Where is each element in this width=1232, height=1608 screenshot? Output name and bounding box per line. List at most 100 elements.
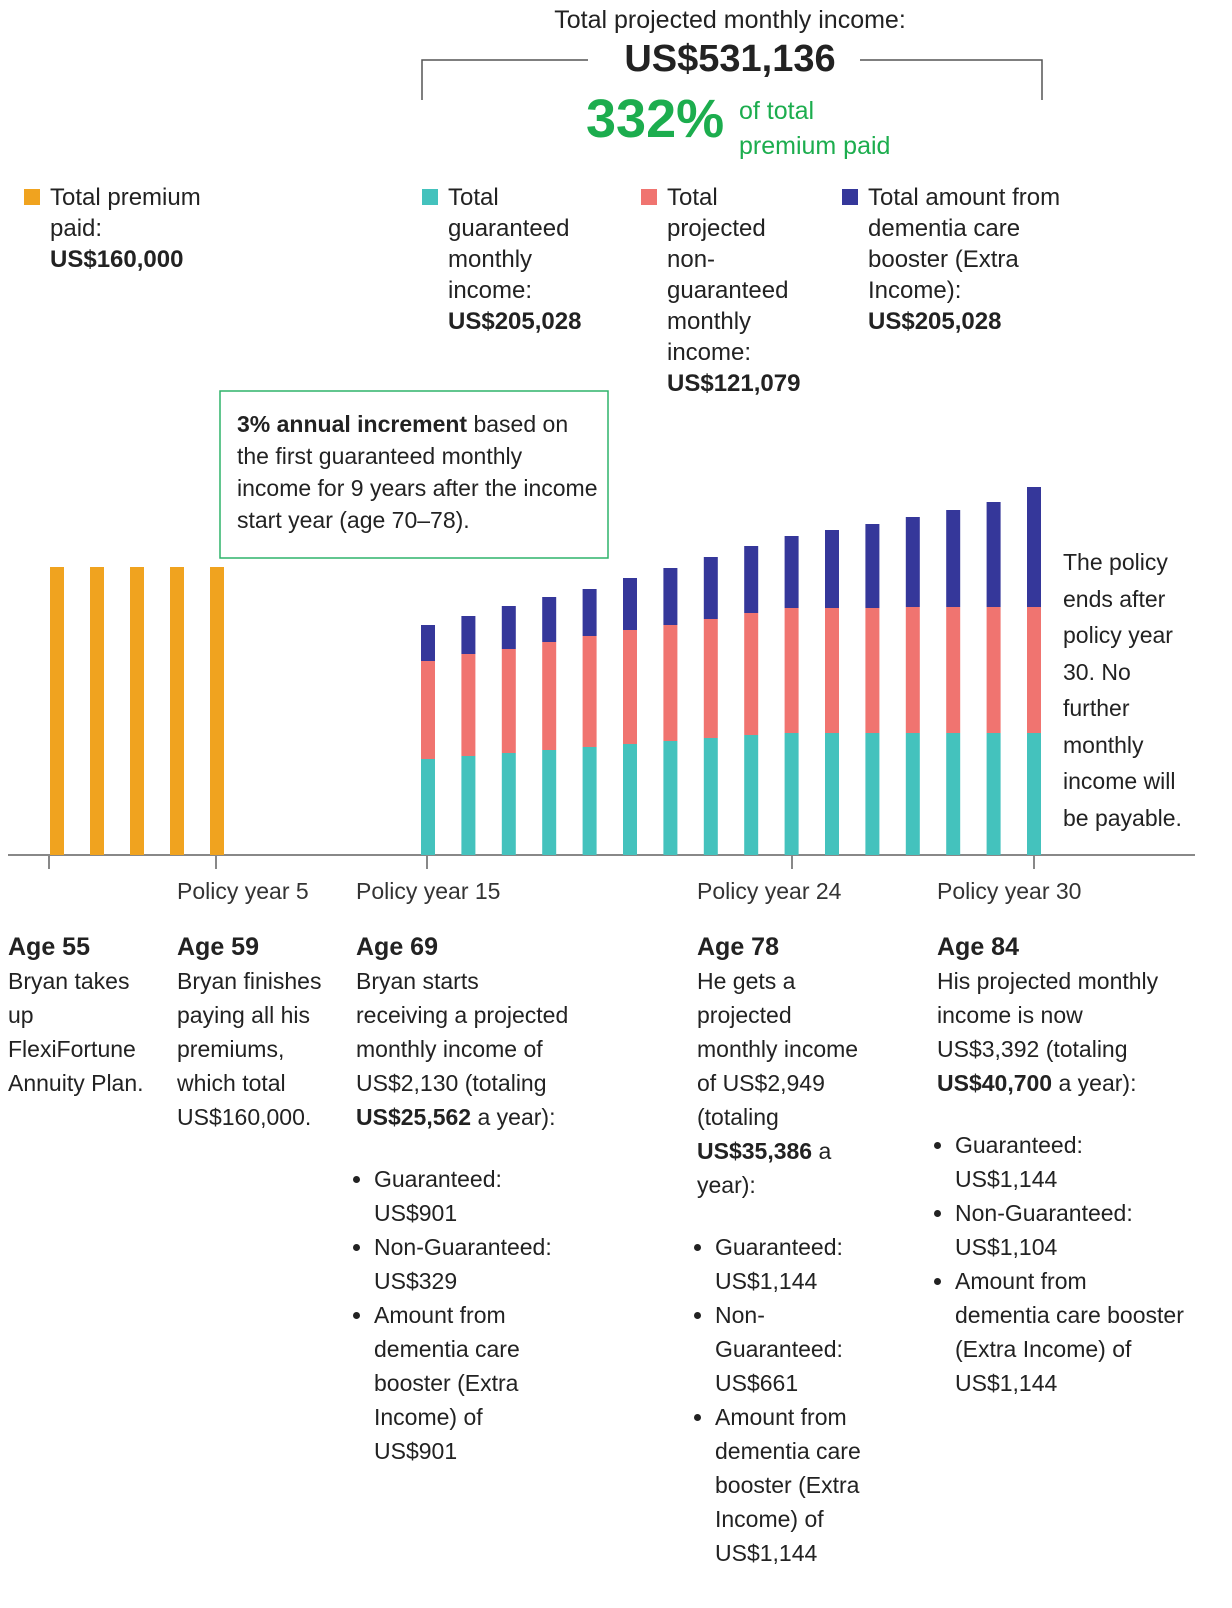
- percent-line: premium paid: [739, 132, 891, 160]
- note-box: [219, 390, 609, 559]
- percent: 332%: [586, 89, 725, 149]
- bullet: Guaranteed: US$1,144: [955, 1128, 1187, 1196]
- description-text: Bryan starts receiving a projected month…: [356, 968, 569, 1096]
- description-text: He gets a projected monthly income of US…: [697, 968, 859, 1130]
- header-title: Total projected monthly income:: [554, 6, 906, 34]
- bullet: Amount from dementia care booster (Extra…: [955, 1264, 1187, 1400]
- legend-swatch: [641, 189, 657, 205]
- bar-segment: [825, 733, 839, 855]
- legend-label: Total amount from dementia care booster …: [868, 184, 1061, 304]
- bar: [130, 567, 144, 855]
- bar-segment: [905, 733, 920, 855]
- bar: [210, 567, 224, 855]
- legend-label: Total guaranteed monthly income:: [448, 184, 570, 304]
- bar-segment: [663, 741, 678, 855]
- bar-segment: [542, 750, 557, 855]
- bullet-list: Guaranteed: US$901Non-Guaranteed: US$329…: [356, 1162, 571, 1468]
- bar-segment: [905, 517, 920, 607]
- bar-segment: [421, 625, 435, 661]
- bracket-right: [860, 59, 1043, 100]
- legend-item: Total projected non-guaranteed monthly i…: [641, 182, 817, 399]
- bullet: Non-Guaranteed: US$329: [374, 1230, 571, 1298]
- bullet: Amount from dementia care booster (Extra…: [374, 1298, 571, 1468]
- bar-segment: [421, 759, 435, 855]
- description-text: Bryan finishes paying all his premiums, …: [177, 968, 322, 1130]
- description-after: a year):: [1058, 1070, 1137, 1096]
- legend-value: US$160,000: [50, 246, 184, 273]
- legend-value: US$205,028: [448, 308, 582, 335]
- bullet: Non-Guaranteed: US$1,104: [955, 1196, 1187, 1264]
- bar-segment: [703, 557, 718, 619]
- legend-label: Total premium paid:: [50, 184, 201, 242]
- bullet-list: Guaranteed: US$1,144Non-Guaranteed: US$1…: [937, 1128, 1187, 1400]
- legend-item: Total premium paid: US$160,000: [24, 182, 220, 275]
- bar-segment: [582, 636, 597, 747]
- bar-segment: [542, 642, 557, 750]
- bar-segment: [1027, 733, 1041, 855]
- description-bold: US$35,386: [697, 1138, 813, 1164]
- legend-value: US$121,079: [667, 370, 801, 397]
- legend-swatch: [24, 189, 40, 205]
- bar-segment: [986, 607, 1001, 733]
- bar-segment: [1027, 487, 1041, 607]
- age: Age 84: [937, 933, 1019, 961]
- bullet-list: Guaranteed: US$1,144Non-Guaranteed: US$6…: [697, 1230, 877, 1570]
- age: Age 59: [177, 933, 259, 961]
- bracket-left: [421, 59, 588, 100]
- bar-segment: [865, 733, 880, 855]
- bar-segment: [501, 649, 516, 753]
- bar-segment: [623, 578, 637, 630]
- timeline-column: Age 78 He gets a projected monthly income…: [697, 930, 877, 1570]
- bar-segment: [825, 608, 839, 733]
- bullet: Guaranteed: US$1,144: [715, 1230, 877, 1298]
- bar-segment: [461, 616, 476, 654]
- bar-segment: [703, 619, 718, 738]
- note-text: based on the first guaranteed monthly in…: [237, 411, 598, 533]
- bar-segment: [986, 502, 1001, 607]
- bar: [50, 567, 64, 855]
- bar-segment: [744, 546, 759, 613]
- description: His projected monthly income is now US$3…: [937, 964, 1187, 1100]
- bar-segment: [663, 568, 678, 625]
- timeline-column: Age 69 Bryan starts receiving a projected…: [356, 930, 571, 1468]
- bar-segment: [865, 608, 880, 733]
- bar-segment: [905, 607, 920, 733]
- bar-segment: [461, 756, 476, 855]
- bar-segment: [623, 744, 637, 855]
- bar-segment: [946, 733, 961, 855]
- bar-segment: [1027, 607, 1041, 733]
- description: He gets a projected monthly income of US…: [697, 964, 877, 1202]
- bar-segment: [703, 738, 718, 855]
- legend-item: Total guaranteed monthly income: US$205,0…: [422, 182, 608, 337]
- timeline-column: Age 55 Bryan takes up FlexiFortune Annuit…: [8, 930, 148, 1100]
- description-bold: US$40,700: [937, 1070, 1053, 1096]
- timeline-column: Age 84 His projected monthly income is no…: [937, 930, 1187, 1400]
- bar-segment: [825, 530, 839, 608]
- bar-segment: [582, 589, 597, 636]
- bar-segment: [946, 607, 961, 733]
- bullet: Amount from dementia care booster (Extra…: [715, 1400, 877, 1570]
- bar-segment: [542, 597, 557, 642]
- bar-segment: [623, 630, 637, 744]
- header-total: US$531,136: [624, 38, 836, 80]
- age: Age 55: [8, 933, 90, 961]
- bar-segment: [946, 510, 961, 607]
- timeline-column: Age 59 Bryan finishes paying all his prem…: [177, 930, 337, 1134]
- bar-segment: [744, 735, 759, 855]
- bar-segment: [461, 654, 476, 756]
- legend-label: Total projected non-guaranteed monthly i…: [667, 184, 789, 366]
- bullet: Guaranteed: US$901: [374, 1162, 571, 1230]
- bar-segment: [421, 661, 435, 759]
- bar-segment: [986, 733, 1001, 855]
- description-bold: US$25,562: [356, 1104, 472, 1130]
- description: Bryan takes up FlexiFortune Annuity Plan…: [8, 964, 148, 1100]
- bar-segment: [784, 733, 799, 855]
- percent-line: of total: [739, 97, 815, 125]
- bar-segment: [744, 613, 759, 735]
- bar-segment: [501, 606, 516, 649]
- bar-segment: [865, 524, 880, 608]
- note-bold: 3% annual increment: [237, 411, 468, 437]
- description-text: His projected monthly income is now US$3…: [937, 968, 1159, 1062]
- description-after: a year):: [477, 1104, 556, 1130]
